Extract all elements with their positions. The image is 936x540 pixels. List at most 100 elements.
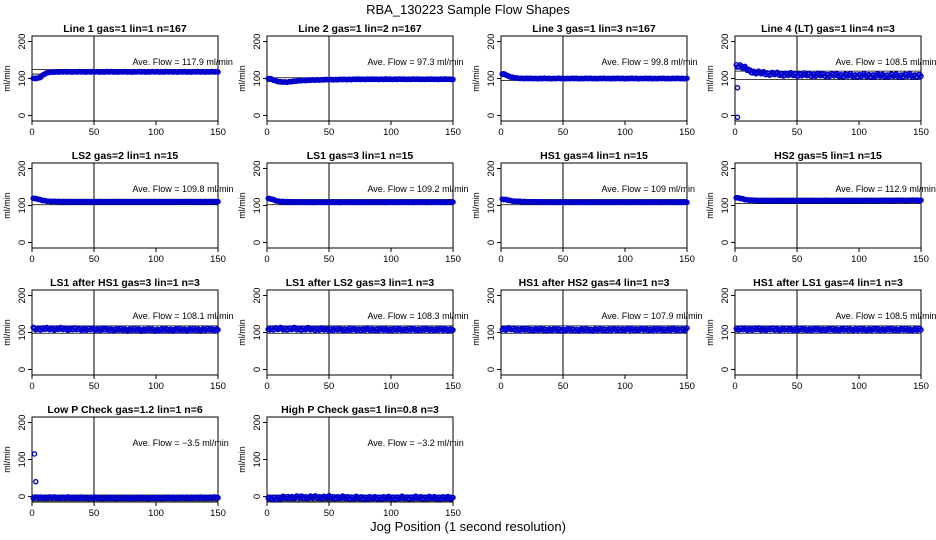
- x-tick-label: 100: [851, 254, 867, 265]
- x-tick-label: 0: [29, 508, 34, 519]
- x-tick-label: 0: [732, 127, 737, 138]
- y-tick-label: 100: [486, 325, 497, 341]
- x-tick-label: 50: [89, 508, 100, 519]
- y-tick-label: 0: [252, 240, 263, 245]
- x-tick-label: 150: [445, 508, 461, 519]
- x-tick-label: 150: [445, 381, 461, 392]
- panels-grid: Line 1 gas=1 lin=1 n=167 0 50 100 150 0 100 200…: [2, 23, 936, 519]
- average-flow-annotation: Ave. Flow = 108.1 ml/min: [132, 311, 233, 321]
- data-points: [265, 492, 456, 503]
- x-tick-label: 50: [558, 127, 569, 138]
- outlier-point: [32, 494, 39, 500]
- y-axis-label: ml/min: [237, 319, 247, 346]
- y-tick-label: 100: [486, 198, 497, 214]
- x-tick-label: 100: [148, 254, 164, 265]
- y-tick-label: 100: [720, 325, 731, 341]
- x-tick-label: 0: [498, 381, 503, 392]
- panel-title: LS1 gas=3 lin=1 n=15: [307, 150, 414, 162]
- panel-title: HS1 after LS1 gas=4 lin=1 n=3: [753, 277, 903, 289]
- y-tick-label: 200: [252, 161, 263, 177]
- x-tick-label: 100: [617, 254, 633, 265]
- x-tick-label: 0: [264, 508, 269, 519]
- x-tick-label: 150: [679, 254, 695, 265]
- data-point: [684, 75, 690, 82]
- panel-10: LS1 after LS2 gas=3 lin=1 n=3 0 50 100 150 0 1…: [237, 277, 469, 392]
- y-axis-label: ml/min: [471, 192, 481, 219]
- y-tick-label: 200: [17, 415, 28, 431]
- panel-9: LS1 after HS1 gas=3 lin=1 n=3 0 50 100 150 0 1…: [2, 277, 234, 392]
- y-tick-label: 100: [486, 71, 497, 87]
- panel-title: Low P Check gas=1.2 lin=1 n=6: [47, 404, 202, 416]
- y-tick-label: 200: [17, 161, 28, 177]
- y-tick-label: 0: [720, 240, 731, 245]
- x-tick-label: 100: [383, 254, 399, 265]
- y-axis-label: ml/min: [2, 446, 12, 473]
- x-tick-label: 50: [792, 254, 803, 265]
- data-points: [733, 194, 924, 204]
- data-points: [265, 75, 456, 86]
- y-tick-label: 0: [17, 494, 28, 499]
- y-axis-label: ml/min: [471, 319, 481, 346]
- panel-6: LS1 gas=3 lin=1 n=15 0 50 100 150 0 100 200 ml/m…: [237, 150, 469, 265]
- y-axis-label: ml/min: [705, 319, 715, 346]
- average-flow-annotation: Ave. Flow = −3.2 ml/min: [367, 438, 463, 448]
- y-tick-label: 0: [486, 113, 497, 118]
- x-tick-label: 50: [792, 127, 803, 138]
- y-tick-label: 100: [17, 198, 28, 214]
- outlier-point: [734, 84, 741, 91]
- x-tick-label: 150: [913, 127, 929, 138]
- x-tick-label: 50: [324, 508, 335, 519]
- data-point: [918, 327, 924, 333]
- y-tick-label: 200: [720, 288, 731, 304]
- data-points: [733, 325, 924, 334]
- average-flow-annotation: Ave. Flow = 109.2 ml/min: [367, 184, 468, 194]
- data-points: [30, 68, 221, 82]
- outlier-point: [32, 478, 39, 485]
- y-tick-label: 100: [17, 452, 28, 468]
- plot-frame: [266, 416, 454, 503]
- y-axis-label: ml/min: [2, 192, 12, 219]
- panel-title: HS2 gas=5 lin=1 n=15: [774, 150, 882, 162]
- y-axis-label: ml/min: [2, 319, 12, 346]
- y-axis-label: ml/min: [705, 65, 715, 92]
- x-tick-label: 50: [324, 381, 335, 392]
- panel-14: High P Check gas=1 lin=0.8 n=3 0 50 100 150 0…: [237, 404, 464, 519]
- y-axis-label: ml/min: [2, 65, 12, 92]
- panel-title: LS2 gas=2 lin=1 n=15: [72, 150, 179, 162]
- y-tick-label: 200: [252, 288, 263, 304]
- data-point: [215, 327, 221, 333]
- panel-title: HS1 after HS2 gas=4 lin=1 n=3: [519, 277, 670, 289]
- plot-frame: [500, 162, 688, 249]
- plot-frame: [31, 35, 219, 122]
- data-point: [918, 197, 924, 204]
- y-tick-label: 100: [720, 71, 731, 87]
- x-tick-label: 0: [29, 381, 34, 392]
- y-tick-label: 200: [17, 34, 28, 50]
- x-tick-label: 100: [383, 508, 399, 519]
- x-tick-label: 50: [792, 381, 803, 392]
- x-tick-label: 100: [148, 127, 164, 138]
- data-point: [684, 199, 690, 206]
- panel-11: HS1 after HS2 gas=4 lin=1 n=3 0 50 100 150 0 1…: [471, 277, 703, 392]
- x-tick-label: 0: [498, 127, 503, 138]
- plot-frame: [31, 416, 219, 503]
- data-point: [215, 494, 221, 501]
- data-points: [499, 324, 690, 334]
- x-tick-label: 100: [617, 127, 633, 138]
- x-tick-label: 150: [913, 254, 929, 265]
- panel-title: LS1 after HS1 gas=3 lin=1 n=3: [50, 277, 200, 289]
- average-flow-annotation: Ave. Flow = 99.8 ml/min: [601, 57, 697, 67]
- y-tick-label: 0: [17, 367, 28, 372]
- data-points: [265, 324, 456, 334]
- x-tick-label: 150: [210, 508, 226, 519]
- x-tick-label: 0: [732, 381, 737, 392]
- average-flow-annotation: Ave. Flow = 108.5 ml/min: [835, 311, 936, 321]
- x-tick-label: 0: [732, 254, 737, 265]
- y-tick-label: 0: [252, 494, 263, 499]
- x-tick-label: 50: [324, 254, 335, 265]
- x-tick-label: 0: [264, 381, 269, 392]
- average-flow-annotation: Ave. Flow = 107.9 ml/min: [601, 311, 702, 321]
- x-tick-label: 150: [445, 254, 461, 265]
- x-tick-label: 150: [913, 381, 929, 392]
